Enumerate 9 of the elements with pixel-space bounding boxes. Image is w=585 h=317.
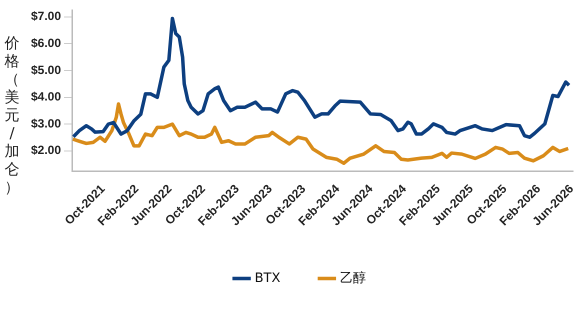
y-tick-label: $3.00 bbox=[31, 116, 62, 130]
y-tick-label: $4.00 bbox=[31, 90, 62, 104]
y-tick-label: $5.00 bbox=[31, 62, 62, 77]
legend-label: 乙醇 bbox=[340, 270, 366, 286]
legend-label: BTX bbox=[254, 270, 280, 286]
text: 价格（美元/加仑） bbox=[4, 34, 20, 196]
y-tick-label: $2.00 bbox=[31, 143, 62, 158]
y-tick-label: $6.00 bbox=[31, 36, 62, 50]
y-tick-label: $7.00 bbox=[31, 9, 62, 24]
